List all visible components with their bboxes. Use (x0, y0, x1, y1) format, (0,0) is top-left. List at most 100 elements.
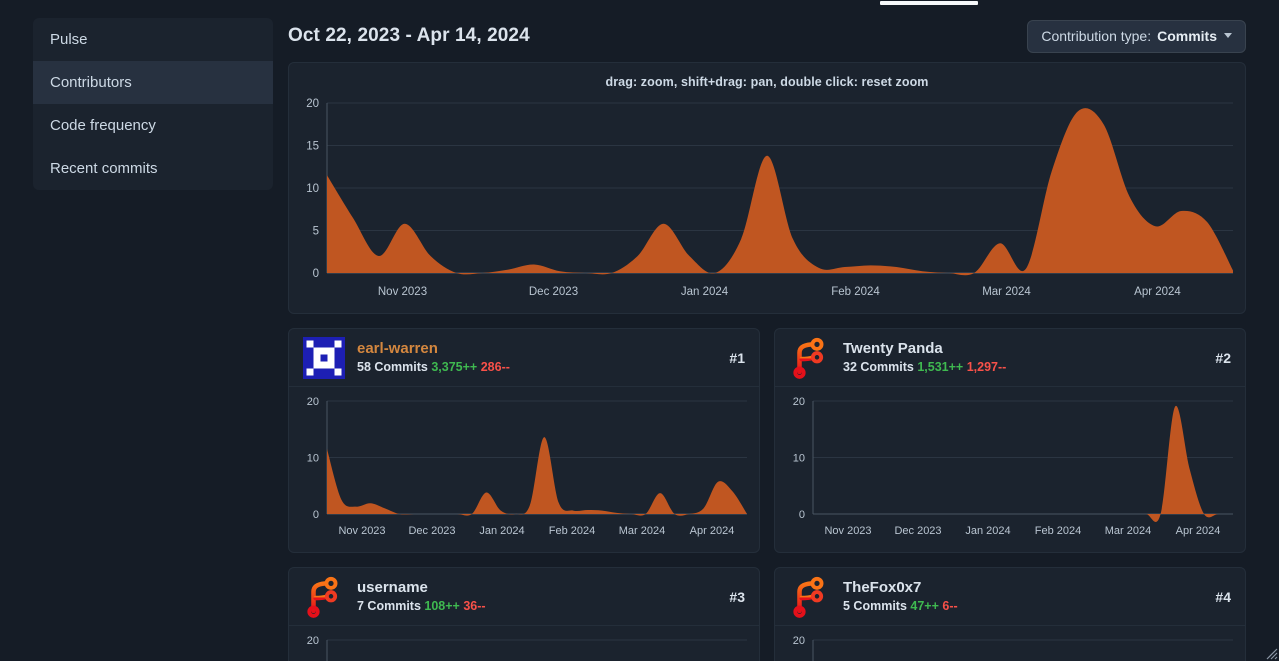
svg-text:20: 20 (793, 635, 805, 647)
page-header: Oct 22, 2023 - Apr 14, 2024 Contribution… (288, 14, 1246, 58)
contributor-rank: #1 (729, 349, 745, 366)
svg-text:Dec 2023: Dec 2023 (408, 525, 455, 537)
contributors-grid: earl-warren 58 Commits 3,375++ 286-- #1 … (288, 328, 1246, 661)
contributor-header: username 7 Commits 108++ 36-- #3 (289, 568, 759, 626)
svg-text:Apr 2024: Apr 2024 (690, 525, 735, 537)
deletions-count: 286-- (480, 359, 510, 374)
contributor-identity: earl-warren 58 Commits 3,375++ 286-- (357, 340, 719, 376)
contribution-type-prefix: Contribution type: (1041, 27, 1152, 44)
svg-text:5: 5 (313, 226, 319, 238)
contributor-card[interactable]: TheFox0x7 5 Commits 47++ 6-- #4 01020Nov… (774, 567, 1246, 661)
commit-count: 32 Commits (843, 359, 914, 374)
svg-text:20: 20 (307, 635, 319, 647)
svg-text:0: 0 (313, 509, 319, 521)
contributor-stats: 5 Commits 47++ 6-- (843, 598, 1205, 615)
additions-count: 1,531++ (917, 359, 964, 374)
svg-text:20: 20 (793, 396, 805, 408)
contributor-header: earl-warren 58 Commits 3,375++ 286-- #1 (289, 329, 759, 387)
svg-text:15: 15 (306, 141, 319, 153)
chevron-down-icon (1224, 33, 1232, 38)
git-branch-icon (303, 576, 345, 618)
deletions-count: 1,297-- (966, 359, 1007, 374)
sidebar-item-label: Contributors (50, 74, 132, 91)
additions-count: 47++ (910, 598, 939, 613)
contributor-stats: 58 Commits 3,375++ 286-- (357, 359, 719, 376)
svg-text:10: 10 (793, 453, 805, 465)
svg-text:0: 0 (799, 509, 805, 521)
svg-text:20: 20 (307, 396, 319, 408)
contributor-name[interactable]: Twenty Panda (843, 339, 943, 357)
sidebar-item-label: Recent commits (50, 160, 158, 177)
svg-text:Feb 2024: Feb 2024 (549, 525, 595, 537)
svg-text:Jan 2024: Jan 2024 (681, 286, 729, 298)
overall-contributions-chart-svg[interactable]: 0 5 10 15 20 Nov 2023 Dec 2023 Jan 2024 Feb 2024… (289, 91, 1245, 313)
contributor-identity: Twenty Panda 32 Commits 1,531++ 1,297-- (843, 340, 1205, 376)
contributor-card[interactable]: earl-warren 58 Commits 3,375++ 286-- #1 … (288, 328, 760, 553)
contribution-type-button[interactable]: Contribution type: Commits (1027, 19, 1246, 53)
svg-text:Feb 2024: Feb 2024 (1035, 525, 1081, 537)
git-branch-icon (789, 576, 831, 618)
top-tab-bar (0, 0, 1279, 8)
contributor-name[interactable]: TheFox0x7 (843, 578, 922, 596)
svg-text:Apr 2024: Apr 2024 (1134, 286, 1181, 298)
svg-text:Dec 2023: Dec 2023 (529, 286, 578, 298)
svg-text:Jan 2024: Jan 2024 (479, 525, 524, 537)
contributor-rank: #2 (1215, 349, 1231, 366)
overall-contributions-card: drag: zoom, shift+drag: pan, double clic… (288, 62, 1246, 314)
contributor-name[interactable]: earl-warren (357, 339, 438, 357)
contributor-identity: TheFox0x7 5 Commits 47++ 6-- (843, 579, 1205, 615)
contributor-stats: 7 Commits 108++ 36-- (357, 598, 719, 615)
svg-text:Apr 2024: Apr 2024 (1176, 525, 1221, 537)
git-branch-icon (789, 337, 831, 379)
svg-text:Jan 2024: Jan 2024 (965, 525, 1010, 537)
deletions-count: 6-- (942, 598, 958, 613)
sidebar-item-pulse[interactable]: Pulse (33, 18, 273, 61)
svg-text:20: 20 (306, 98, 319, 110)
contributor-header: Twenty Panda 32 Commits 1,531++ 1,297-- … (775, 329, 1245, 387)
sidebar-item-label: Code frequency (50, 117, 156, 134)
svg-text:Nov 2023: Nov 2023 (378, 286, 427, 298)
page-title: Oct 22, 2023 - Apr 14, 2024 (288, 25, 530, 46)
contributor-card[interactable]: username 7 Commits 108++ 36-- #3 01020No… (288, 567, 760, 661)
sidebar: Pulse Contributors Code frequency Recent… (33, 18, 273, 190)
contributor-header: TheFox0x7 5 Commits 47++ 6-- #4 (775, 568, 1245, 626)
sidebar-item-recent-commits[interactable]: Recent commits (33, 147, 273, 190)
commit-count: 5 Commits (843, 598, 907, 613)
active-tab-underline-indicator (880, 1, 978, 5)
window-resize-grip[interactable] (1262, 644, 1278, 660)
contributor-rank: #4 (1215, 588, 1231, 605)
sidebar-item-code-frequency[interactable]: Code frequency (33, 104, 273, 147)
svg-text:0: 0 (313, 268, 319, 280)
contributor-rank: #3 (729, 588, 745, 605)
svg-text:10: 10 (306, 183, 319, 195)
deletions-count: 36-- (463, 598, 486, 613)
contribution-type-value: Commits (1157, 27, 1217, 44)
svg-text:Feb 2024: Feb 2024 (831, 286, 880, 298)
svg-text:Nov 2023: Nov 2023 (338, 525, 385, 537)
svg-text:Nov 2023: Nov 2023 (824, 525, 871, 537)
commit-count: 7 Commits (357, 598, 421, 613)
svg-text:Mar 2024: Mar 2024 (619, 525, 665, 537)
contributor-name[interactable]: username (357, 578, 428, 596)
overall-contributions-chart[interactable]: 0 5 10 15 20 Nov 2023 Dec 2023 Jan 2024 Feb 2024… (289, 91, 1245, 313)
contributor-card[interactable]: Twenty Panda 32 Commits 1,531++ 1,297-- … (774, 328, 1246, 553)
contributor-stats: 32 Commits 1,531++ 1,297-- (843, 359, 1205, 376)
sidebar-item-label: Pulse (50, 31, 88, 48)
additions-count: 108++ (424, 598, 460, 613)
commit-count: 58 Commits (357, 359, 428, 374)
svg-text:Dec 2023: Dec 2023 (894, 525, 941, 537)
identicon-avatar (303, 336, 345, 379)
svg-text:Mar 2024: Mar 2024 (982, 286, 1031, 298)
main-content: Oct 22, 2023 - Apr 14, 2024 Contribution… (288, 14, 1246, 661)
sidebar-item-contributors[interactable]: Contributors (33, 61, 273, 104)
contributor-identity: username 7 Commits 108++ 36-- (357, 579, 719, 615)
chart-interaction-hint: drag: zoom, shift+drag: pan, double clic… (605, 75, 929, 89)
